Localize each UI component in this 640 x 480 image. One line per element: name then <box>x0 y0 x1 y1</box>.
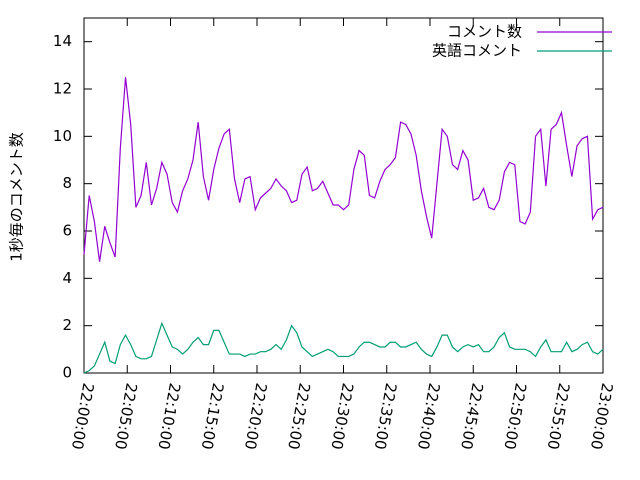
line-series <box>83 77 604 262</box>
x-tick-label: 22:45:00 <box>457 382 486 451</box>
y-tick-label: 14 <box>53 32 72 50</box>
y-tick-label: 6 <box>62 222 72 240</box>
legend-label: 英語コメント <box>432 42 522 60</box>
x-tick-label: 22:15:00 <box>198 382 227 451</box>
plot-frame <box>83 17 604 374</box>
y-axis-label: 1秒毎のコメント数 <box>8 132 26 262</box>
x-tick-label: 22:05:00 <box>111 382 140 451</box>
x-tick-label: 22:00:00 <box>68 382 97 451</box>
x-tick-label: 22:50:00 <box>500 382 529 451</box>
x-tick-label: 23:00:00 <box>587 382 616 451</box>
line-series <box>83 321 604 374</box>
x-tick-label: 22:10:00 <box>154 382 183 451</box>
x-tick-label: 22:55:00 <box>544 382 573 451</box>
legend-label: コメント数 <box>447 23 522 41</box>
y-tick-label: 8 <box>62 174 72 192</box>
y-tick-label: 12 <box>53 80 72 98</box>
x-tick-label: 22:25:00 <box>284 382 313 451</box>
y-tick-label: 0 <box>62 364 72 382</box>
x-tick-label: 22:35:00 <box>371 382 400 451</box>
y-tick-label: 4 <box>62 269 72 287</box>
x-tick-label: 22:30:00 <box>327 382 356 451</box>
y-tick-label: 10 <box>53 127 72 145</box>
x-tick-label: 22:20:00 <box>241 382 270 451</box>
x-tick-label: 22:40:00 <box>414 382 443 451</box>
y-tick-label: 2 <box>62 316 72 334</box>
